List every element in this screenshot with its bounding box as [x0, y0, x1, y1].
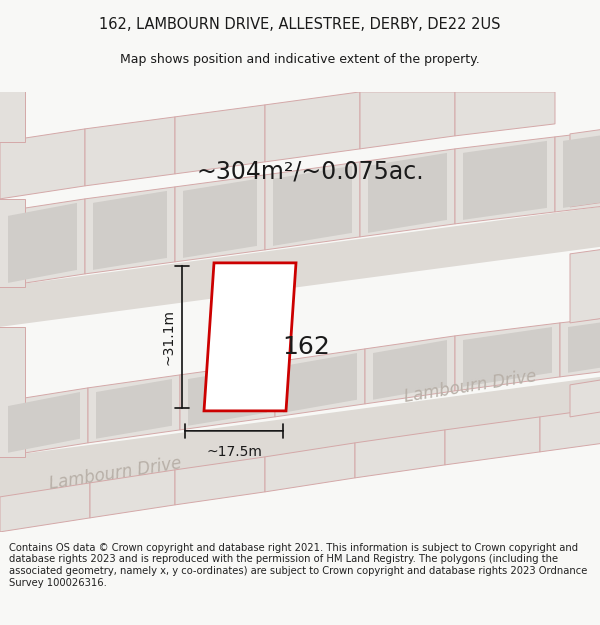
Text: Map shows position and indicative extent of the property.: Map shows position and indicative extent… — [120, 53, 480, 66]
Polygon shape — [90, 470, 175, 518]
Polygon shape — [570, 377, 600, 417]
Polygon shape — [0, 483, 90, 532]
Polygon shape — [0, 199, 25, 287]
Polygon shape — [365, 336, 455, 404]
Polygon shape — [183, 179, 257, 258]
Text: Lambourn Drive: Lambourn Drive — [403, 368, 538, 406]
Polygon shape — [455, 323, 560, 391]
Polygon shape — [96, 379, 172, 439]
Polygon shape — [93, 191, 167, 270]
Text: ~304m²/~0.075ac.: ~304m²/~0.075ac. — [196, 160, 424, 184]
Polygon shape — [188, 366, 267, 426]
Polygon shape — [175, 105, 265, 174]
Text: Lambourn Drive: Lambourn Drive — [47, 454, 182, 493]
Text: 162, LAMBOURN DRIVE, ALLESTREE, DERBY, DE22 2US: 162, LAMBOURN DRIVE, ALLESTREE, DERBY, D… — [99, 18, 501, 32]
Polygon shape — [283, 353, 357, 412]
Polygon shape — [463, 327, 552, 387]
Polygon shape — [540, 406, 600, 452]
Polygon shape — [273, 166, 352, 246]
Polygon shape — [360, 92, 455, 149]
Text: ~31.1m: ~31.1m — [162, 309, 176, 365]
Text: 162: 162 — [282, 335, 330, 359]
Polygon shape — [265, 443, 355, 492]
Polygon shape — [455, 137, 555, 224]
Text: Contains OS data © Crown copyright and database right 2021. This information is : Contains OS data © Crown copyright and d… — [9, 543, 587, 588]
Text: ~17.5m: ~17.5m — [206, 445, 262, 459]
Polygon shape — [368, 153, 447, 233]
Polygon shape — [0, 388, 88, 457]
Polygon shape — [355, 430, 445, 478]
Polygon shape — [8, 203, 77, 283]
Polygon shape — [0, 129, 85, 199]
Polygon shape — [555, 127, 600, 212]
Polygon shape — [265, 162, 360, 250]
Polygon shape — [463, 141, 547, 220]
Polygon shape — [8, 392, 80, 452]
Polygon shape — [563, 131, 600, 208]
Polygon shape — [0, 82, 25, 142]
Polygon shape — [455, 92, 555, 136]
Polygon shape — [265, 92, 360, 162]
Polygon shape — [570, 247, 600, 323]
Polygon shape — [180, 362, 275, 430]
Polygon shape — [175, 457, 265, 505]
Polygon shape — [275, 349, 365, 417]
Polygon shape — [85, 187, 175, 274]
Polygon shape — [204, 263, 296, 411]
Polygon shape — [175, 175, 265, 262]
Polygon shape — [568, 318, 600, 372]
Polygon shape — [0, 377, 600, 497]
Polygon shape — [445, 417, 540, 465]
Polygon shape — [88, 375, 180, 443]
Polygon shape — [360, 149, 455, 237]
Polygon shape — [570, 127, 600, 207]
Polygon shape — [0, 199, 85, 287]
Polygon shape — [373, 340, 447, 400]
Polygon shape — [0, 207, 600, 327]
Polygon shape — [0, 327, 25, 457]
Polygon shape — [560, 314, 600, 377]
Polygon shape — [85, 117, 175, 186]
